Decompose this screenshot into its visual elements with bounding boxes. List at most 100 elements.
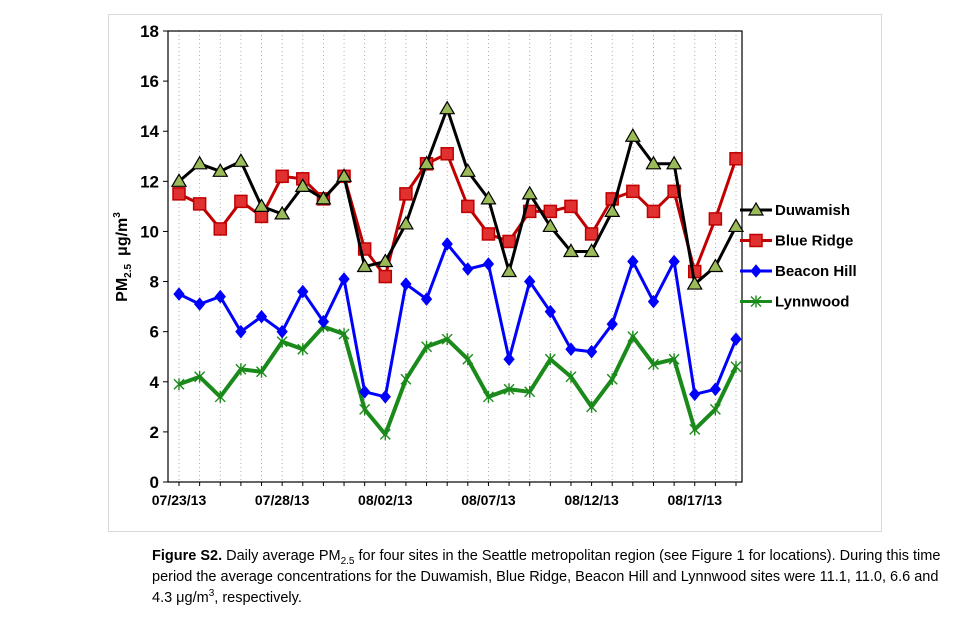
- series-beacon-hill: [173, 237, 742, 404]
- y-tick-label: 12: [140, 172, 159, 191]
- y-axis-label-sup: 3: [112, 212, 123, 218]
- data-point: [356, 258, 373, 273]
- caption-label: Figure S2.: [152, 548, 223, 564]
- data-point: [645, 155, 662, 170]
- data-point: [521, 185, 538, 200]
- data-point: [481, 227, 496, 241]
- data-point: [501, 263, 518, 278]
- caption-text-2: for four sites in the Seattle metropolit…: [152, 548, 941, 606]
- data-point: [462, 353, 474, 366]
- data-point: [646, 204, 661, 219]
- data-point: [462, 262, 474, 276]
- data-point: [524, 385, 536, 398]
- data-point: [400, 277, 412, 291]
- line-chart: 0 2 4 6 8 10 12 14 16 18 07/23/13 07/28/13 08/02/13 0…: [112, 22, 857, 508]
- caption-sup: 3: [208, 588, 215, 600]
- data-point: [627, 330, 639, 343]
- x-tick-label: 08/17/13: [667, 492, 722, 508]
- legend: Duwamish Blue Ridge Beacon Hill Lynnwood: [740, 201, 857, 311]
- data-point: [709, 403, 721, 416]
- data-point: [727, 218, 745, 233]
- data-point: [565, 370, 577, 383]
- data-point: [689, 387, 701, 402]
- x-tick-label: 07/23/13: [152, 492, 207, 508]
- y-axis-label-unit: μg/m: [114, 218, 131, 256]
- data-point: [193, 297, 206, 311]
- data-point: [564, 199, 578, 214]
- data-point: [256, 365, 268, 378]
- plot-area: [167, 30, 743, 483]
- data-point: [480, 190, 497, 205]
- figure-caption: Figure S2. Daily average PM2.5 for four …: [152, 546, 952, 609]
- y-tick-label: 16: [140, 72, 159, 91]
- data-point: [338, 328, 350, 341]
- data-point: [586, 400, 598, 413]
- data-point: [397, 215, 414, 230]
- x-tick-label: 08/02/13: [358, 492, 413, 508]
- data-point: [173, 378, 185, 391]
- data-point: [170, 173, 188, 187]
- data-point: [524, 274, 536, 289]
- data-point: [421, 340, 433, 353]
- data-point: [647, 358, 659, 371]
- y-axis-label-main: PM: [114, 278, 131, 302]
- data-point: [255, 309, 268, 324]
- data-point: [730, 360, 742, 373]
- data-point: [274, 205, 291, 220]
- data-point: [729, 152, 743, 166]
- data-point: [503, 383, 515, 396]
- legend-marker: [750, 264, 762, 278]
- data-point: [624, 128, 641, 142]
- data-point: [173, 287, 185, 301]
- data-point: [606, 373, 618, 386]
- legend-item: Duwamish: [740, 201, 850, 219]
- data-point: [544, 353, 556, 366]
- series-line: [178, 107, 738, 286]
- data-point: [707, 258, 724, 273]
- data-point: [689, 423, 701, 436]
- series-line: [178, 242, 738, 399]
- data-point: [297, 284, 309, 299]
- caption-sub: 2.5: [340, 555, 355, 567]
- data-point: [317, 314, 330, 329]
- data-point: [606, 317, 618, 331]
- y-tick-label: 0: [150, 473, 159, 492]
- y-tick-label: 14: [140, 122, 159, 141]
- data-point: [235, 324, 247, 339]
- series-lynnwood: [173, 320, 742, 441]
- x-tick-label: 08/07/13: [461, 492, 516, 508]
- y-tick-label: 6: [150, 323, 159, 342]
- data-point: [503, 352, 515, 367]
- caption-text-3: , respectively.: [214, 590, 302, 606]
- data-point: [585, 344, 598, 359]
- data-point: [192, 197, 207, 211]
- data-point: [335, 168, 353, 182]
- x-tick-label: 07/28/13: [255, 492, 310, 508]
- data-point: [562, 243, 580, 258]
- legend-label: Beacon Hill: [775, 263, 857, 280]
- x-tick-label: 08/12/13: [564, 492, 619, 508]
- y-tick-label: 18: [140, 22, 159, 41]
- legend-marker: [749, 233, 763, 248]
- data-point: [253, 198, 270, 212]
- data-point: [214, 390, 226, 403]
- legend-item: Lynnwood: [740, 294, 849, 311]
- data-point: [297, 343, 309, 356]
- data-point: [668, 353, 680, 366]
- y-tick-label: 8: [150, 273, 159, 292]
- data-point: [502, 234, 516, 249]
- legend-marker: [747, 201, 765, 216]
- data-point: [315, 190, 332, 205]
- chart-frame: [108, 14, 882, 532]
- data-point: [482, 257, 495, 271]
- data-point: [708, 212, 723, 226]
- data-point: [626, 184, 640, 199]
- data-point: [730, 332, 742, 346]
- data-point: [565, 342, 577, 356]
- series-duwamish: [170, 100, 745, 290]
- y-tick-label: 4: [150, 373, 160, 392]
- data-point: [214, 289, 226, 304]
- legend-item: Blue Ridge: [740, 233, 853, 250]
- caption-text-1: Daily average PM: [222, 548, 341, 564]
- data-point: [338, 272, 350, 286]
